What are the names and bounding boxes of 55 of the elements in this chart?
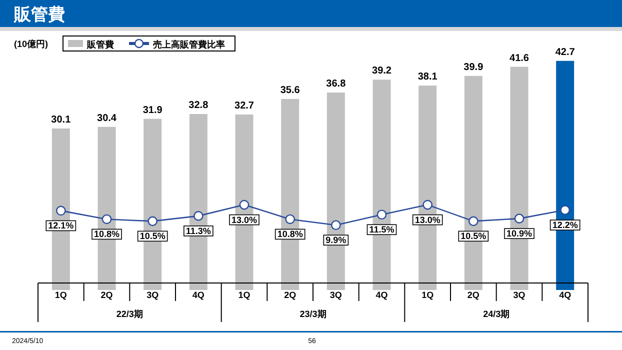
x-tick-label: 1Q [54,290,67,300]
data-label: 10.9% [506,228,532,239]
x-tick-label: 4Q [192,290,204,300]
point [514,214,524,224]
x-tick-label: 1Q [422,290,434,300]
x-tick-label: 1Q [238,290,250,300]
legend-label: 売上高販管費比率 [153,40,225,50]
data-label: 32.7 [234,100,254,112]
data-label: 30.4 [97,112,117,124]
data-label: 13.0% [414,214,440,225]
x-tick-label: 4Q [559,290,572,300]
data-label: 10.8% [94,229,120,240]
point [376,210,387,220]
x-tick-label: 3Q [146,290,159,300]
x-tick-label: 3Q [513,290,526,300]
text: 23/3期 [300,309,326,319]
text: 24/3期 [483,309,510,319]
point [148,216,158,226]
data-label: 10.5% [140,231,166,242]
x-tick-label: 2Q [467,290,480,300]
data-label: 35.6 [280,84,300,96]
data-label: 13.0% [231,214,258,225]
data-label: 9.9% [326,235,346,246]
x-tick-label: 4Q [376,290,388,300]
point [102,214,112,224]
legend-label: 販管費 [86,40,114,50]
point [331,220,341,230]
data-label: 39.2 [372,66,392,77]
point [56,206,66,216]
point [560,205,570,215]
text: 22/3期 [116,309,143,319]
y-axis-title: (10億円) [14,39,48,49]
data-label: 42.7 [555,46,576,58]
data-label: 31.9 [142,104,163,116]
point [239,200,250,210]
x-tick-label: 2Q [100,290,113,300]
data-label: 10.8% [277,229,303,240]
data-label: 10.5% [460,231,486,242]
chart-title: 販管費 [13,5,65,24]
data-label: 39.9 [464,62,484,73]
data-label: 41.6 [510,52,530,64]
x-tick-label: 3Q [330,290,342,300]
point [468,216,478,226]
data-label: 12.2% [552,220,578,230]
data-label: 12.1% [48,220,74,231]
point [194,211,204,221]
data-label: 11.3% [186,226,211,236]
point [422,200,432,210]
point [285,214,295,224]
data-label: 36.8 [326,78,346,90]
data-label: 11.5% [369,224,394,235]
data-label: 30.1 [51,114,72,126]
data-label: 32.8 [188,100,209,111]
x-tick-label: 2Q [284,290,296,300]
data-label: 38.1 [418,72,438,83]
